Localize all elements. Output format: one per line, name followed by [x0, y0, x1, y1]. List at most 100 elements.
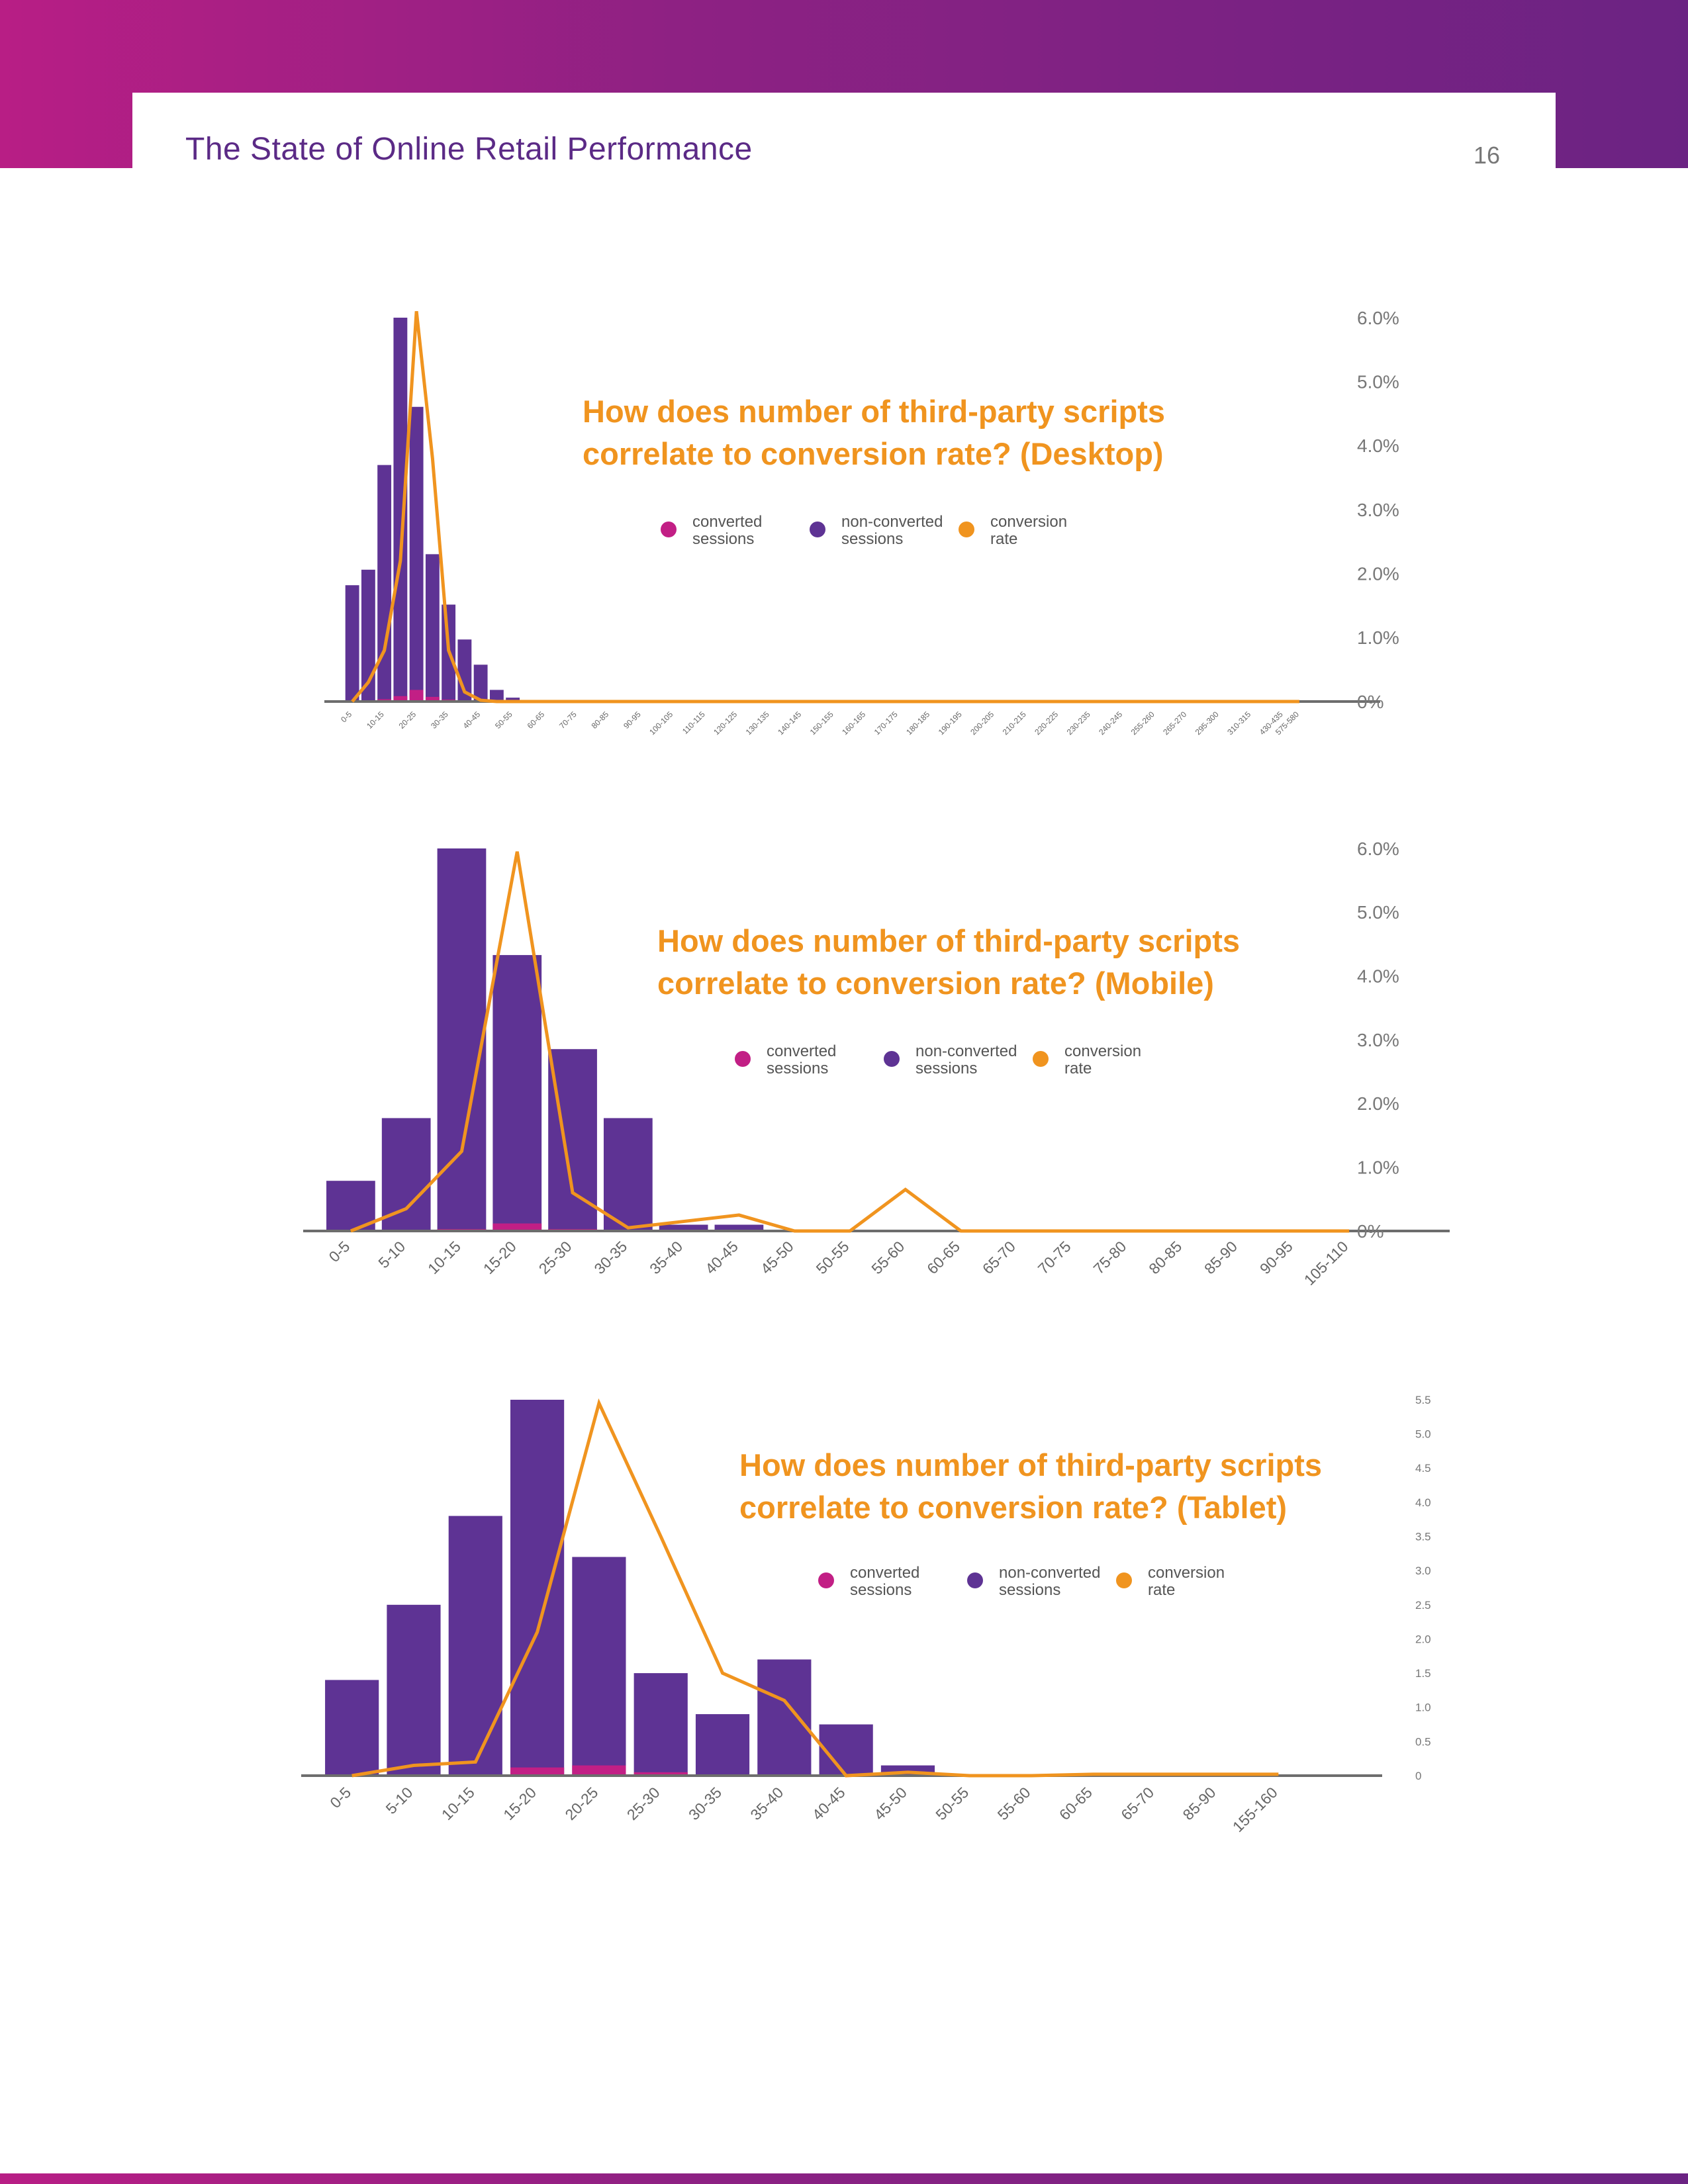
- x-tick-label: 15-20: [480, 1238, 520, 1277]
- y-axis-labels: 0% 1.0% 2.0% 3.0% 4.0% 5.0% 6.0%: [1357, 308, 1399, 712]
- x-tick-label: 0-5: [326, 1784, 354, 1811]
- non-converted-bars: [325, 1400, 935, 1776]
- non-converted-bar: [714, 1224, 764, 1231]
- non-converted-bar: [473, 664, 488, 702]
- x-tick-label: 60-65: [923, 1238, 963, 1277]
- chart-title-line1: How does number of third-party scripts: [739, 1447, 1322, 1482]
- chart-title-line2: correlate to conversion rate? (Tablet): [739, 1490, 1287, 1525]
- chart-title-line1: How does number of third-party scripts: [657, 923, 1240, 958]
- x-tick-label: 45-50: [757, 1238, 797, 1277]
- non-converted-bar: [345, 585, 359, 702]
- x-tick-label: 10-15: [424, 1238, 464, 1277]
- legend-label: converted: [767, 1042, 836, 1060]
- non-converted-bar: [361, 569, 375, 702]
- non-converted-bar: [757, 1659, 812, 1776]
- x-tick-label: 90-95: [1256, 1238, 1296, 1277]
- chart-legend: convertedsessionsnon-convertedsessionsco…: [661, 513, 1067, 548]
- y-tick-label: 1.0: [1415, 1702, 1431, 1714]
- x-tick-label: 70-75: [557, 709, 579, 731]
- x-tick-labels: 0-5 10-15 20-25 30-35 40-45 50-55 60-65 70-75 80…: [339, 709, 1301, 737]
- chart-title-line2: correlate to conversion rate? (Desktop): [583, 436, 1164, 471]
- legend-dot: [1116, 1572, 1132, 1588]
- x-tick-label: 160-165: [840, 709, 867, 737]
- x-tick-label: 65-70: [1117, 1784, 1157, 1823]
- non-converted-bar: [489, 690, 504, 702]
- y-tick-label: 2.0: [1415, 1633, 1431, 1645]
- x-tick-label: 20-25: [397, 709, 418, 731]
- footer-gradient-bar: [0, 2173, 1688, 2184]
- x-tick-label: 310-315: [1225, 709, 1252, 737]
- legend-label: conversion: [1148, 1564, 1225, 1582]
- x-tick-label: 90-95: [622, 709, 643, 731]
- y-tick-label: 0.5: [1415, 1735, 1431, 1748]
- y-axis-labels: 0 0.5 1.0 1.5 2.0 2.5 3.0 3.5 4.0 4.5 5.0 5.5: [1415, 1394, 1431, 1782]
- legend-label: rate: [1148, 1581, 1175, 1599]
- legend-label: sessions: [999, 1581, 1060, 1599]
- x-tick-label: 35-40: [646, 1238, 686, 1277]
- legend-label: non-converted: [841, 513, 943, 531]
- conversion-rate-line: [350, 851, 1350, 1233]
- converted-bar: [393, 696, 408, 702]
- x-tick-label: 150-155: [808, 709, 835, 737]
- x-tick-label: 200-205: [968, 709, 996, 737]
- x-tick-label: 60-65: [526, 709, 547, 731]
- x-tick-label: 140-145: [776, 709, 803, 737]
- y-tick-label: 3.0: [1415, 1565, 1431, 1577]
- legend-label: sessions: [850, 1581, 912, 1599]
- x-tick-label: 40-45: [809, 1784, 849, 1823]
- x-tick-label: 70-75: [1035, 1238, 1074, 1277]
- x-tick-label: 240-245: [1097, 709, 1124, 737]
- x-tick-label: 265-270: [1161, 709, 1188, 737]
- non-converted-bars: [326, 848, 820, 1231]
- non-converted-bar: [409, 406, 424, 702]
- legend-label: converted: [692, 513, 762, 531]
- header-card: [132, 93, 1556, 265]
- x-tick-label: 50-55: [813, 1238, 853, 1277]
- x-tick-labels: 0-5 5-10 10-15 15-20 20-25 25-30 30-35 35-40 40-…: [326, 1784, 1281, 1835]
- legend-label: sessions: [915, 1060, 977, 1077]
- x-tick-label: 155-160: [1229, 1784, 1281, 1835]
- non-converted-bar: [387, 1604, 441, 1776]
- legend-label: conversion: [1064, 1042, 1141, 1060]
- conversion-rate-line: [351, 311, 1299, 704]
- y-tick-label: 0%: [1357, 1221, 1383, 1242]
- y-tick-label: 4.0%: [1357, 966, 1399, 986]
- legend-label: sessions: [841, 530, 903, 548]
- non-converted-bar: [506, 698, 520, 702]
- legend-dot: [661, 522, 677, 537]
- y-tick-label: 0: [1415, 1770, 1421, 1782]
- x-tick-label: 20-25: [561, 1784, 601, 1823]
- x-tick-label: 100-105: [647, 709, 675, 737]
- x-tick-label: 65-70: [979, 1238, 1019, 1277]
- converted-bar: [633, 1772, 688, 1776]
- x-tick-label: 30-35: [685, 1784, 725, 1823]
- y-tick-label: 3.0%: [1357, 500, 1399, 520]
- y-tick-label: 4.5: [1415, 1462, 1431, 1475]
- x-tick-label: 45-50: [870, 1784, 910, 1823]
- x-tick-label: 50-55: [493, 709, 514, 731]
- legend-label: non-converted: [915, 1042, 1017, 1060]
- legend-dot: [959, 522, 974, 537]
- converted-bar: [510, 1767, 565, 1776]
- x-tick-label: 25-30: [624, 1784, 663, 1823]
- chart-title-line1: How does number of third-party scripts: [583, 394, 1165, 429]
- page-number: 16: [1474, 142, 1501, 169]
- legend-dot: [967, 1572, 983, 1588]
- x-tick-label: 180-185: [904, 709, 931, 737]
- x-tick-label: 55-60: [994, 1784, 1034, 1823]
- y-tick-label: 1.0%: [1357, 1157, 1399, 1177]
- legend-dot: [884, 1051, 900, 1067]
- non-converted-bar: [326, 1181, 375, 1231]
- legend-label: converted: [850, 1564, 919, 1582]
- chart-mobile: 0-5 5-10 10-15 15-20 25-30 30-35 35-40 40-45 45-…: [303, 839, 1450, 1289]
- y-tick-label: 1.0%: [1357, 627, 1399, 648]
- non-converted-bar: [425, 554, 440, 702]
- chart-desktop: 0-5 10-15 20-25 30-35 40-45 50-55 60-65 70-75 80…: [324, 308, 1399, 737]
- non-converted-bar: [325, 1680, 379, 1776]
- x-tick-label: 80-85: [1145, 1238, 1185, 1277]
- y-axis-labels: 0% 1.0% 2.0% 3.0% 4.0% 5.0% 6.0%: [1357, 839, 1399, 1242]
- chart-legend: convertedsessionsnon-convertedsessionsco…: [735, 1042, 1141, 1077]
- x-tick-label: 130-135: [744, 709, 771, 737]
- chart-tablet: 0-5 5-10 10-15 15-20 20-25 25-30 30-35 35-40 40-…: [301, 1394, 1431, 1835]
- x-tick-label: 30-35: [590, 1238, 630, 1277]
